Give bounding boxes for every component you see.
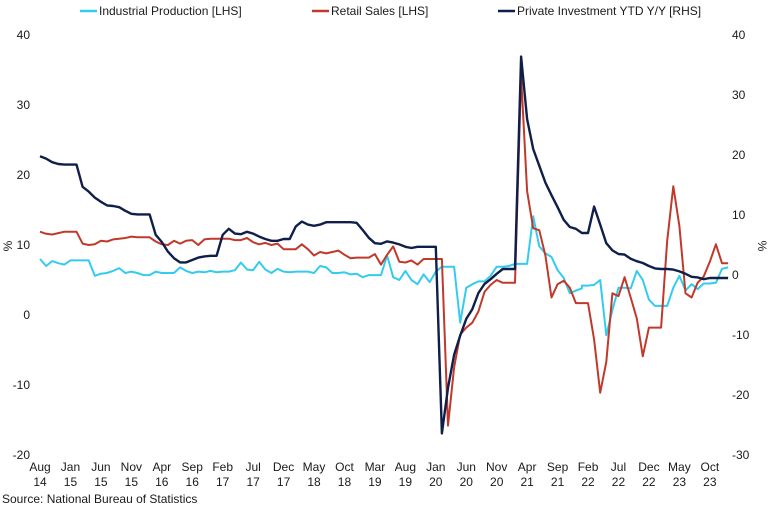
x-tick-year: 16 [155, 475, 169, 489]
x-tick-year: 20 [490, 475, 504, 489]
x-tick-year: 19 [368, 475, 382, 489]
x-tick-year: 17 [277, 475, 291, 489]
x-tick-month: Jun [457, 460, 476, 474]
left-y-axis-label: % [1, 240, 15, 251]
x-tick-month: Mar [365, 460, 386, 474]
x-tick-month: Apr [518, 460, 537, 474]
x-tick-month: Jun [91, 460, 110, 474]
left-y-tick-label: -10 [13, 378, 31, 392]
legend-label: Industrial Production [LHS] [99, 4, 242, 18]
left-y-tick-label: 40 [17, 28, 31, 42]
x-tick-month: Oct [700, 460, 719, 474]
left-y-tick-label: 10 [17, 238, 31, 252]
x-tick-year: 20 [429, 475, 443, 489]
x-tick-year: 17 [216, 475, 230, 489]
right-y-tick-label: -20 [732, 388, 750, 402]
series-line-3 [39, 55, 729, 435]
legend: Industrial Production [LHS] Retail Sales … [80, 4, 701, 18]
right-y-tick-label: -10 [732, 328, 750, 342]
x-tick-month: Oct [335, 460, 354, 474]
x-tick-year: 20 [460, 475, 474, 489]
right-y-tick-label: 0 [732, 268, 739, 282]
x-tick-month: Apr [152, 460, 171, 474]
x-tick-month: Jan [426, 460, 445, 474]
series-line-1 [39, 215, 729, 337]
left-y-tick-label: 0 [23, 308, 30, 322]
x-tick-year: 21 [520, 475, 534, 489]
x-tick-year: 14 [33, 475, 47, 489]
x-tick-year: 22 [612, 475, 626, 489]
x-tick-month: Jul [245, 460, 260, 474]
legend-label: Private Investment YTD Y/Y [RHS] [517, 4, 701, 18]
series-line-2 [39, 74, 729, 427]
series-layer [39, 55, 729, 435]
x-tick-year: 17 [246, 475, 260, 489]
x-tick-month: Nov [121, 460, 142, 474]
x-tick-month: May [668, 460, 691, 474]
left-y-tick-label: 20 [17, 168, 31, 182]
right-y-axis: 40 30 20 10 0 -10 -20 -30 [732, 28, 750, 462]
x-tick-year: 18 [338, 475, 352, 489]
x-tick-month: Aug [29, 460, 50, 474]
x-tick-year: 15 [64, 475, 78, 489]
x-axis: Aug14Jan15Jun15Nov15Apr16Sep16Feb17Jul17… [29, 460, 719, 489]
right-y-axis-label: % [755, 241, 769, 252]
left-y-tick-label: -20 [13, 448, 31, 462]
x-tick-year: 15 [125, 475, 139, 489]
left-y-tick-label: 30 [17, 98, 31, 112]
x-tick-year: 22 [581, 475, 595, 489]
x-tick-month: Sep [182, 460, 204, 474]
right-y-tick-label: -30 [732, 448, 750, 462]
x-tick-month: Jul [611, 460, 626, 474]
x-tick-month: Nov [486, 460, 507, 474]
source-note: Source: National Bureau of Statistics [2, 492, 197, 506]
x-tick-year: 23 [673, 475, 687, 489]
x-tick-year: 23 [703, 475, 717, 489]
x-tick-month: Feb [578, 460, 599, 474]
x-tick-month: Dec [638, 460, 659, 474]
x-tick-month: Dec [273, 460, 294, 474]
right-y-tick-label: 10 [732, 208, 746, 222]
x-tick-year: 19 [399, 475, 413, 489]
left-y-axis: 40 30 20 10 0 -10 -20 [13, 28, 31, 462]
x-tick-month: Aug [395, 460, 416, 474]
x-tick-month: May [303, 460, 326, 474]
right-y-tick-label: 40 [732, 28, 746, 42]
x-tick-year: 22 [642, 475, 656, 489]
legend-label: Retail Sales [LHS] [331, 4, 428, 18]
x-tick-year: 15 [94, 475, 108, 489]
x-tick-month: Feb [212, 460, 233, 474]
right-y-tick-label: 30 [732, 88, 746, 102]
right-y-tick-label: 20 [732, 148, 746, 162]
x-tick-month: Sep [547, 460, 569, 474]
x-tick-year: 18 [307, 475, 321, 489]
x-tick-year: 21 [551, 475, 565, 489]
x-tick-year: 16 [186, 475, 200, 489]
x-tick-month: Jan [61, 460, 80, 474]
